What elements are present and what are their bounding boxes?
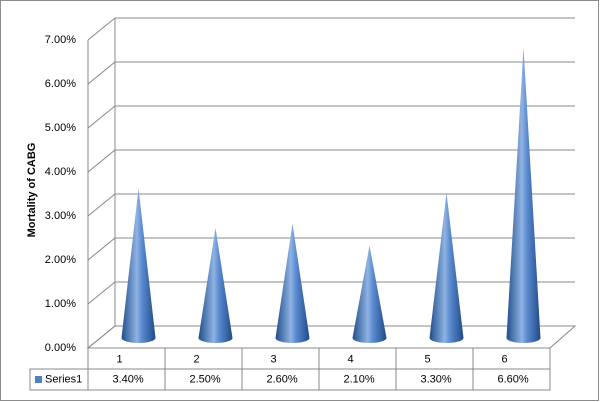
data-table-value: 3.30%: [421, 373, 452, 385]
grid-line: [87, 193, 575, 217]
data-table-value: 2.60%: [267, 373, 298, 385]
legend-label: Series1: [45, 373, 82, 385]
cone: [275, 223, 310, 343]
grid-line: [87, 281, 575, 305]
x-tick-label: 6: [502, 353, 508, 365]
cone: [506, 47, 541, 343]
data-table-value: 2.50%: [190, 373, 221, 385]
cone: [198, 228, 233, 343]
grid-line: [87, 149, 575, 173]
legend-swatch: [35, 376, 42, 383]
grid-line: [87, 237, 575, 261]
y-axis-title: Mortality of CABG: [26, 143, 38, 238]
y-tick-label: 0.00%: [45, 342, 76, 354]
x-tick-label: 1: [117, 353, 123, 365]
grid-line: [87, 325, 575, 349]
y-tick-label: 6.00%: [45, 78, 76, 90]
y-tick-label: 3.00%: [45, 210, 76, 222]
data-table-value: 2.10%: [344, 373, 375, 385]
grid-line: [87, 61, 575, 85]
y-tick-label: 7.00%: [45, 34, 76, 46]
x-tick-label: 4: [348, 353, 354, 365]
grid-line: [87, 17, 575, 41]
y-tick-label: 5.00%: [45, 122, 76, 134]
x-tick-label: 5: [425, 353, 431, 365]
data-table-value: 6.60%: [498, 373, 529, 385]
grid-line: [87, 105, 575, 129]
y-tick-label: 4.00%: [45, 166, 76, 178]
data-table-value: 3.40%: [113, 373, 144, 385]
floor: [86, 325, 577, 349]
x-tick-label: 2: [194, 353, 200, 365]
x-tick-label: 3: [271, 353, 277, 365]
y-tick-label: 2.00%: [45, 254, 76, 266]
cone: [352, 245, 387, 343]
cone: [121, 188, 156, 343]
cone: [429, 192, 464, 343]
y-tick-label: 1.00%: [45, 298, 76, 310]
